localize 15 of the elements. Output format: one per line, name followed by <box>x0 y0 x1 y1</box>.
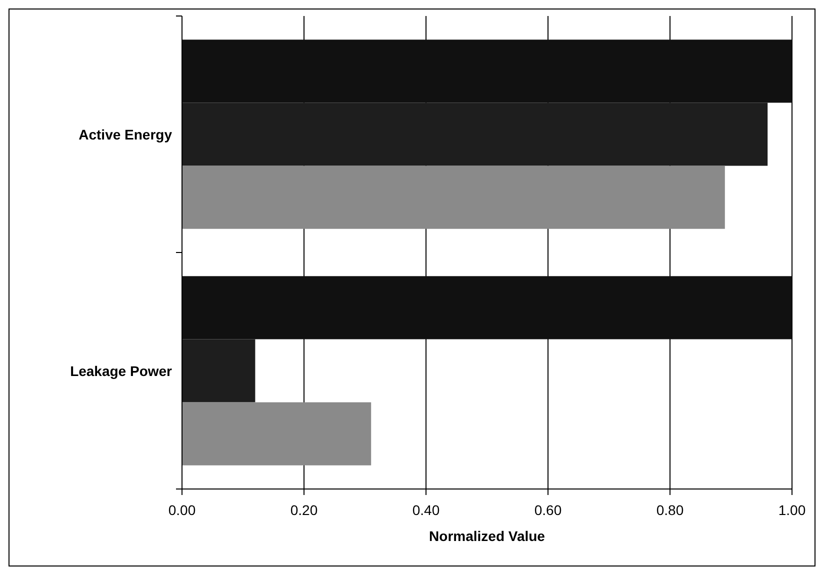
bar <box>182 166 725 229</box>
x-tick-label: 1.00 <box>778 502 806 518</box>
bar <box>182 339 256 402</box>
x-axis-title: Normalized Value <box>429 528 546 544</box>
bar <box>182 402 372 466</box>
y-tick-label: Leakage Power <box>70 362 173 379</box>
bar <box>182 102 768 166</box>
x-tick-label: 0.00 <box>168 502 196 518</box>
x-tick-label: 0.80 <box>656 502 684 518</box>
y-tick-label: Active Energy <box>78 126 172 142</box>
x-tick-label: 0.60 <box>534 502 562 518</box>
x-tick-label: 0.40 <box>412 502 440 518</box>
bar <box>182 276 792 340</box>
bar <box>182 40 792 103</box>
x-tick-label: 0.20 <box>290 502 318 518</box>
